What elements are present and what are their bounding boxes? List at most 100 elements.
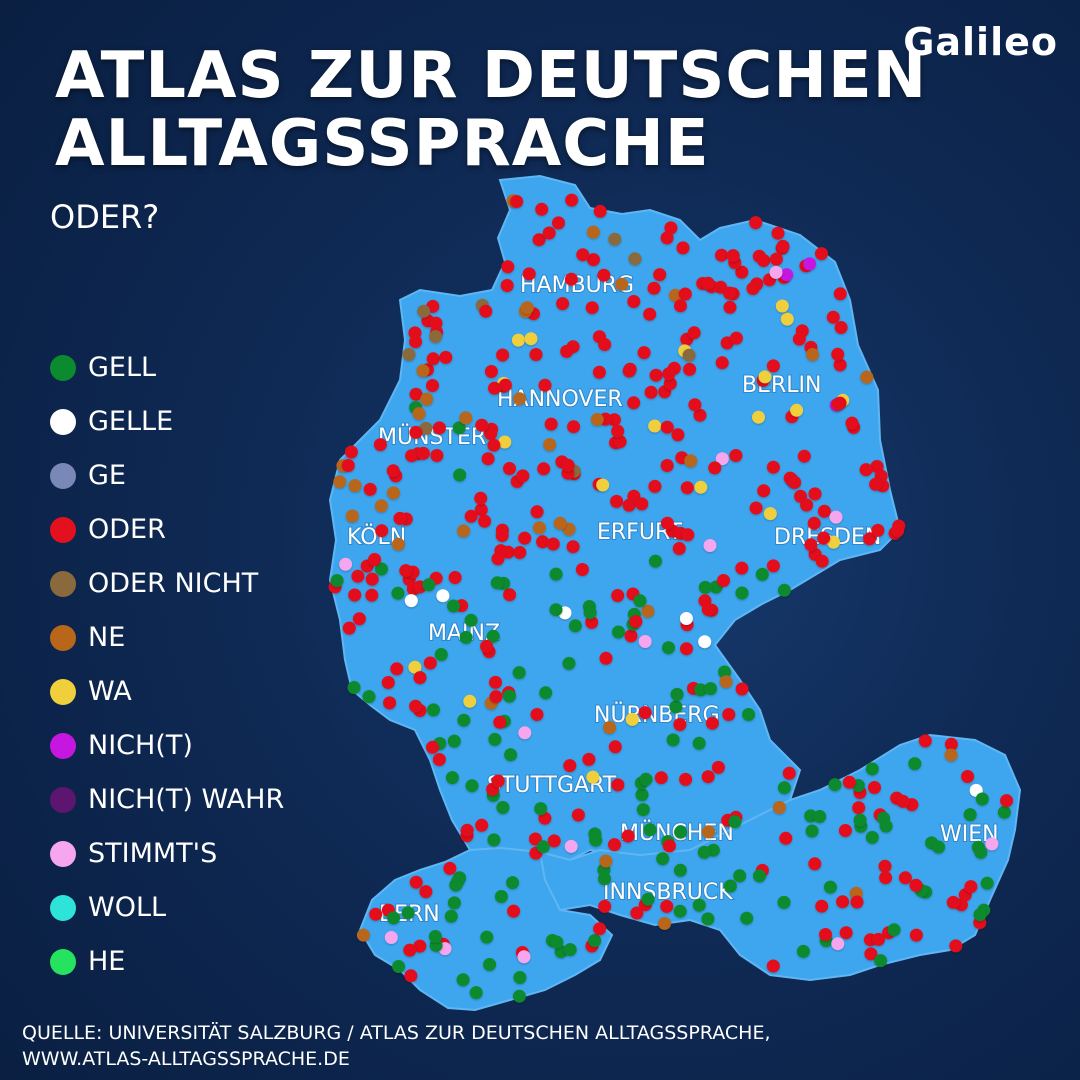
survey-dot-oder — [891, 524, 905, 537]
survey-dot-ne — [860, 370, 874, 384]
survey-dot-ne — [513, 392, 526, 406]
survey-dot-oder — [484, 427, 498, 441]
legend-item-nicht-wahr: NICH(T) WAHR — [50, 784, 284, 815]
survey-dot-ne — [416, 364, 430, 378]
galileo-logo: Galileo — [903, 20, 1058, 64]
survey-dot-gelle — [679, 612, 693, 625]
survey-dot-stimmts — [518, 726, 532, 740]
legend-swatch-ne — [50, 624, 76, 651]
survey-dot-gell — [445, 771, 459, 785]
survey-dot-oder — [409, 425, 423, 439]
survey-dot-oder — [708, 461, 722, 475]
survey-dot-oder — [351, 569, 365, 583]
survey-dot-oder — [598, 338, 612, 351]
survey-dot-oder — [624, 629, 638, 643]
survey-dot-wa — [827, 535, 840, 549]
survey-dot-oder — [635, 497, 649, 511]
survey-dot-oder — [757, 484, 771, 498]
survey-dot-gell — [550, 935, 564, 949]
survey-dot-gell — [447, 734, 461, 748]
legend-item-he: HE — [50, 946, 125, 977]
survey-dot-oder — [792, 332, 806, 346]
survey-dot-oder — [547, 834, 561, 848]
survey-dot-gell — [452, 421, 466, 435]
survey-dot-oder — [833, 287, 847, 301]
survey-dot-oder — [423, 656, 437, 670]
survey-dot-oder — [836, 895, 850, 909]
survey-dot-wa — [596, 478, 610, 492]
survey-dot-gell — [673, 863, 687, 877]
survey-dot-oder — [735, 265, 749, 279]
survey-dot-oder — [693, 408, 707, 422]
survey-dot-oder — [522, 267, 536, 281]
survey-dot-oder — [399, 564, 413, 578]
legend-swatch-stimmts — [50, 840, 76, 867]
survey-dot-ne — [412, 407, 426, 421]
survey-dot-oder — [653, 268, 667, 282]
survey-dot-gell — [506, 876, 520, 890]
survey-dot-oder — [909, 878, 923, 892]
survey-dot-gell — [697, 845, 711, 859]
legend-swatch-oder — [50, 516, 76, 543]
survey-dot-oder — [808, 487, 822, 501]
survey-dot-gell — [692, 898, 706, 912]
survey-dot-gell — [636, 803, 650, 817]
survey-dot-ne — [333, 475, 347, 489]
survey-dot-gell — [347, 681, 361, 694]
survey-dot-oder — [430, 449, 444, 462]
survey-dot-oder — [662, 839, 676, 853]
survey-dot-oder — [779, 831, 793, 845]
survey-dot-oder — [842, 775, 856, 789]
survey-dot-oder — [629, 615, 643, 628]
survey-dot-oder — [342, 621, 356, 635]
legend-label-gell: GELL — [88, 352, 157, 383]
survey-dot-ne — [586, 225, 600, 239]
survey-dot-gell — [908, 757, 922, 771]
survey-dot-oder — [560, 344, 574, 358]
survey-dot-wa — [775, 299, 789, 313]
legend-label-oder-nicht: ODER NICHT — [88, 568, 259, 599]
survey-dot-oder — [683, 362, 697, 376]
survey-dot-gell — [512, 989, 526, 1003]
survey-dot-gell — [428, 930, 442, 943]
survey-dot-oder — [676, 241, 690, 255]
legend-item-ne: NE — [50, 622, 125, 653]
survey-dot-oder — [766, 460, 780, 474]
survey-dot-gell — [612, 625, 625, 639]
survey-dot-gell — [975, 792, 989, 806]
survey-dot-gell — [362, 690, 376, 704]
survey-dot-oder — [426, 379, 439, 392]
survey-dot-gell — [459, 630, 473, 644]
legend-swatch-ge — [50, 462, 76, 489]
survey-dot-oder — [566, 540, 580, 554]
survey-dot-oder — [643, 307, 657, 321]
survey-dot-oder — [663, 377, 677, 390]
survey-dot-oder — [660, 231, 674, 245]
survey-dot-oder-nicht — [417, 304, 431, 318]
legend-item-oder: ODER — [50, 514, 166, 545]
survey-dot-stimmts — [384, 931, 398, 944]
survey-dot-oder — [729, 331, 743, 345]
survey-dot-gell — [669, 700, 683, 714]
survey-dot-oder — [393, 511, 407, 525]
survey-dot-oder — [489, 675, 502, 689]
survey-dot-gell — [444, 909, 458, 923]
survey-dot-oder — [432, 421, 446, 435]
legend-item-wa: WA — [50, 676, 132, 707]
survey-dot-oder — [662, 367, 676, 381]
survey-dot-gell — [805, 824, 819, 838]
legend-swatch-he — [50, 948, 76, 975]
survey-dot-oder-nicht — [429, 330, 443, 343]
survey-dot-oder — [363, 482, 377, 496]
survey-dot-gell — [674, 825, 688, 839]
survey-dot-stimmts — [985, 837, 999, 851]
survey-dot-oder — [448, 571, 462, 584]
survey-dot-oder — [561, 458, 575, 472]
legend-label-he: HE — [88, 946, 126, 977]
survey-dot-gell — [643, 823, 657, 837]
survey-dot-stimmts — [339, 557, 353, 571]
survey-dot-gell — [777, 781, 791, 795]
survey-dot-gell — [865, 762, 879, 776]
survey-dot-oder — [487, 438, 501, 452]
survey-dot-oder — [403, 943, 417, 957]
